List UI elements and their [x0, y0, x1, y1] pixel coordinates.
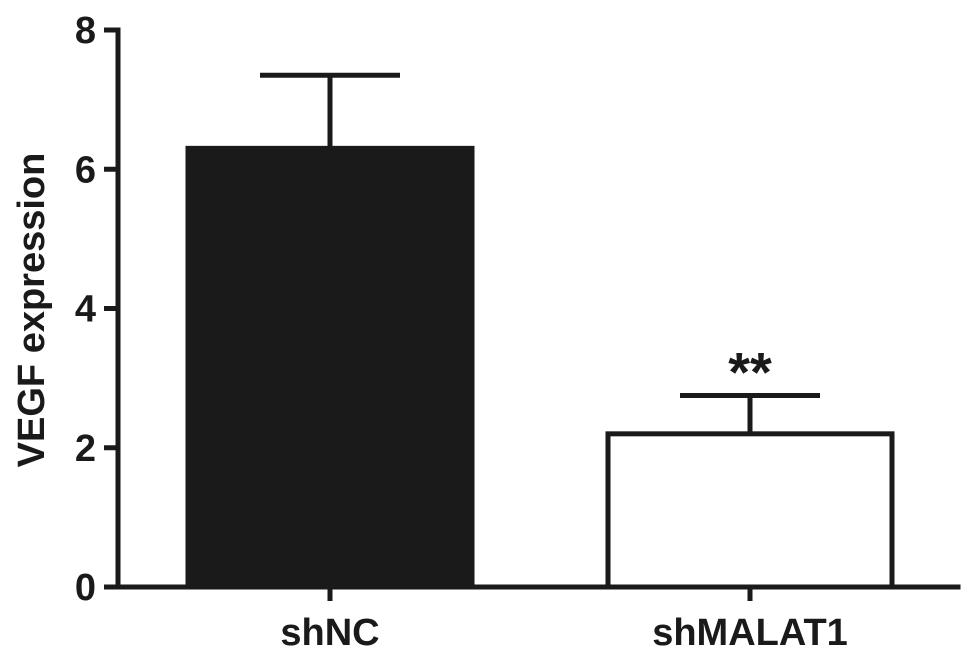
bar-shmalat1: [605, 431, 895, 590]
y-axis-label: VEGF expression: [11, 153, 53, 468]
x-tick-label: shNC: [280, 612, 379, 654]
bars: **: [185, 72, 895, 590]
y-tick-label: 8: [75, 10, 96, 52]
bar-shnc: [185, 145, 475, 590]
significance-marker: **: [728, 341, 772, 404]
y-tick-label: 4: [75, 289, 96, 331]
y-axis: 0 2 4 6 8: [75, 10, 121, 609]
y-tick-label: 6: [75, 149, 96, 191]
y-tick-label: 2: [75, 428, 96, 470]
x-tick-label: shMALAT1: [652, 612, 848, 654]
y-tick-label: 0: [75, 567, 96, 609]
x-axis: shNC shMALAT1: [115, 584, 961, 654]
